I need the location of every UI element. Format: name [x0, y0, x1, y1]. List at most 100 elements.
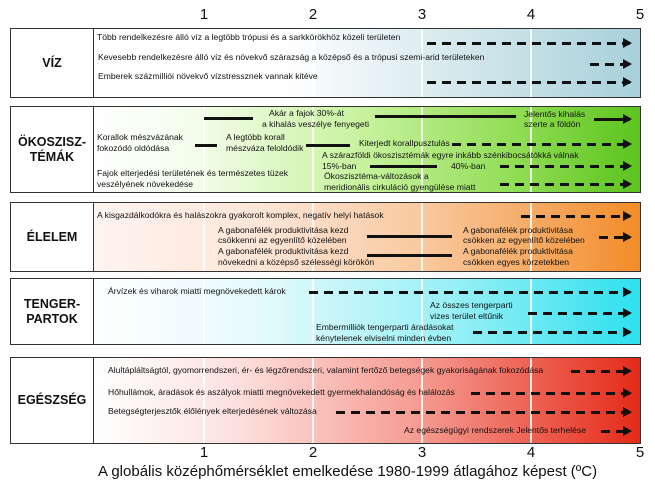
impact-text: Kevesebb rendelkezésre álló víz és növek…: [98, 52, 485, 62]
impact-text: Több rendelkezésre álló víz a legtöbb tr…: [97, 32, 401, 42]
axis-title: A globális középhőmérséklet emelkedése 1…: [98, 463, 598, 480]
panel-label: EGÉSZSÉG: [11, 358, 94, 443]
axis-tick-top: 2: [308, 6, 318, 23]
dashed-arrow: [590, 58, 633, 69]
gridline: [202, 358, 205, 443]
gridline: [529, 107, 532, 192]
impact-text: a kihalás veszélye fenyegeti: [262, 119, 370, 129]
solid-arrow: [593, 113, 633, 124]
impact-text: Korallok mészvázának: [97, 132, 183, 142]
panel-viz: VÍZ Több rendelkezésre álló víz a legtöb…: [10, 28, 641, 98]
impact-text: A legtöbb korall: [226, 132, 285, 142]
impact-text: meridionális cirkuláció gyengülése miatt: [324, 182, 476, 192]
gridline: [529, 203, 532, 271]
impact-text: kénytelenek elviselni minden évben: [316, 333, 452, 343]
panel-label: VÍZ: [11, 29, 94, 97]
impact-text: Kiterjedt korallpusztulás: [359, 138, 450, 148]
axis-tick-bottom: 1: [199, 444, 209, 461]
impact-text: Betegségterjesztők élőlények elterjedésé…: [108, 406, 317, 416]
panel-label: TENGER- PARTOK: [11, 279, 94, 344]
gridline: [202, 203, 205, 271]
panel-egeszseg: EGÉSZSÉG Alultápláltságtól, gyomorrendsz…: [10, 357, 641, 444]
panel-okoszisztemak: ÖKOSZISZ- TÉMÁK Akár a fajok 30%-át a ki…: [10, 106, 641, 193]
impact-text: Emberek százmilliói növekvő vízstresszne…: [98, 71, 318, 81]
dashed-arrow: [426, 37, 633, 48]
gridline: [311, 29, 314, 97]
impact-text: A gabonafélék produktivitása: [463, 246, 573, 256]
impact-text: Jelentős kihalás: [524, 109, 586, 119]
dashed-arrow: [570, 365, 633, 376]
impact-text: A szárazföldi ökoszisztémák egyre inkább…: [322, 150, 579, 160]
impact-text: veszélyének növekedése: [97, 179, 194, 189]
impact-text: Hőhullámok, áradások és aszályok miatti …: [108, 387, 455, 397]
solid-line: [374, 114, 517, 118]
impact-text: Embermilliók tengerparti áradásokat: [316, 322, 454, 332]
axis-tick-bottom: 5: [635, 444, 645, 461]
impact-text: csökkenni az egyenlítő közelében: [218, 235, 347, 245]
dashed-arrow: [470, 387, 633, 398]
impact-text: Akár a fajok 30%-át: [269, 108, 344, 118]
gridline: [202, 29, 205, 97]
dashed-arrow: [309, 286, 633, 297]
gridline: [529, 358, 532, 443]
axis-tick-top: 4: [526, 6, 536, 23]
impact-text: szerte a földön: [524, 119, 581, 129]
gradient-area: [93, 203, 640, 271]
impact-text: 40%-ban: [451, 161, 486, 171]
axis-tick-top: 3: [417, 6, 427, 23]
dashed-arrow: [426, 76, 633, 87]
gridline: [311, 203, 314, 271]
gridline: [420, 29, 423, 97]
axis-tick-bottom: 2: [308, 444, 318, 461]
solid-line: [367, 234, 453, 238]
panel-tengerpartok: TENGER- PARTOK Árvízek és viharok miatti…: [10, 278, 641, 345]
impact-text: mészváza feloldódik: [226, 143, 304, 153]
gridline: [529, 29, 532, 97]
gridline: [202, 107, 205, 192]
axis-tick-top: 1: [199, 6, 209, 23]
panel-elelem: ÉLELEM A kisgazdálkodókra és halászokra …: [10, 202, 641, 272]
impact-text: A gabonafélék produktivitása kezd: [218, 246, 349, 256]
solid-line: [194, 143, 217, 147]
dashed-arrow: [472, 326, 633, 337]
impact-text: A gabonafélék produktivitása kezd: [218, 225, 349, 235]
gridline: [202, 279, 205, 344]
impact-text: csökken az egyenlítő közelében: [463, 235, 585, 245]
impact-text: Ökoszisztéma-változások a: [324, 171, 429, 181]
axis-tick-bottom: 4: [526, 444, 536, 461]
dashed-arrow: [528, 307, 633, 318]
impact-text: A gabonafélék produktivitása: [463, 225, 573, 235]
impact-text: Árvízek és viharok miatti megnövekedett …: [108, 286, 286, 296]
gridline: [420, 107, 423, 192]
dashed-arrow: [499, 178, 632, 189]
solid-line: [305, 143, 350, 147]
impact-text: növekedni a középső szélességi körökön: [218, 257, 375, 267]
gridline: [311, 279, 314, 344]
dashed-arrow: [599, 231, 633, 242]
dashed-arrow: [452, 138, 633, 149]
impact-text: csökken egyes körzetekben: [463, 257, 570, 267]
axis-tick-top: 5: [635, 6, 645, 23]
dashed-arrow: [499, 160, 632, 171]
solid-line: [370, 164, 437, 168]
impact-text: A kisgazdálkodókra és halászokra gyakoro…: [97, 210, 384, 220]
impact-text: Az összes tengerparti: [430, 300, 513, 310]
panel-label: ÖKOSZISZ- TÉMÁK: [11, 107, 94, 192]
dashed-arrow: [336, 406, 633, 417]
impact-text: Fajok elterjedési területének és termész…: [97, 168, 289, 178]
axis-tick-bottom: 3: [417, 444, 427, 461]
dashed-arrow: [601, 425, 633, 436]
gridline: [420, 358, 423, 443]
impact-text: Alultápláltságtól, gyomorrendszeri, ér- …: [108, 365, 544, 375]
dashed-arrow: [520, 210, 633, 221]
impact-text: Az egészségügyi rendszerek Jelentős terh…: [404, 425, 587, 435]
gridline: [311, 107, 314, 192]
gridline: [311, 358, 314, 443]
gradient-area: [93, 107, 640, 192]
gridline: [420, 279, 423, 344]
impact-text: vizes terület eltűnik: [430, 311, 504, 321]
panel-label: ÉLELEM: [11, 203, 94, 271]
solid-line: [203, 116, 253, 120]
gradient-area: [93, 358, 640, 443]
